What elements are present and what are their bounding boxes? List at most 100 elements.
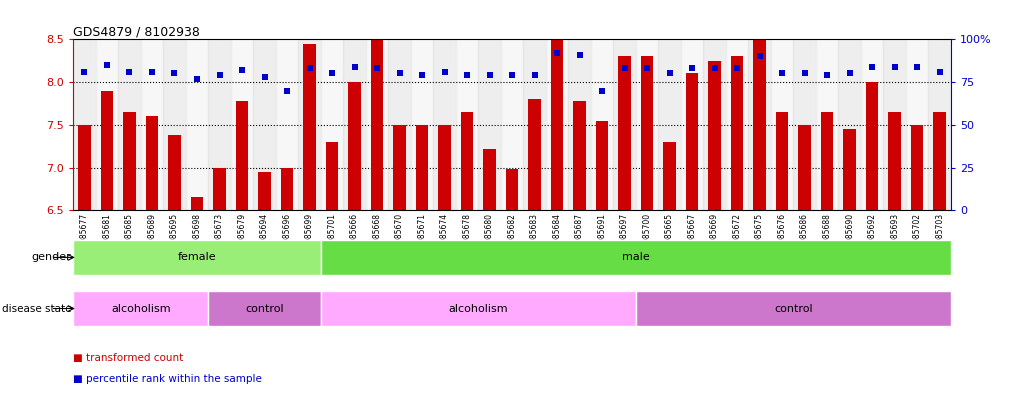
- Bar: [208, 291, 320, 326]
- Bar: [569, 39, 591, 210]
- Bar: [394, 125, 406, 210]
- Bar: [366, 39, 388, 210]
- Bar: [461, 112, 473, 210]
- Bar: [546, 39, 569, 210]
- Point: [684, 65, 701, 72]
- Point: [256, 74, 273, 80]
- Point: [76, 69, 93, 75]
- Point: [729, 65, 745, 72]
- Point: [594, 87, 610, 94]
- Bar: [145, 116, 159, 210]
- Bar: [123, 112, 135, 210]
- Text: control: control: [774, 303, 813, 314]
- Text: alcoholism: alcoholism: [448, 303, 508, 314]
- Bar: [934, 112, 946, 210]
- Bar: [140, 39, 164, 210]
- Bar: [101, 90, 113, 210]
- Point: [841, 70, 857, 77]
- Bar: [821, 112, 833, 210]
- Text: female: female: [178, 252, 217, 263]
- Bar: [298, 39, 320, 210]
- Text: control: control: [245, 303, 284, 314]
- Bar: [505, 169, 519, 210]
- Bar: [371, 39, 383, 210]
- Bar: [168, 135, 181, 210]
- Bar: [906, 39, 929, 210]
- Text: GDS4879 / 8102938: GDS4879 / 8102938: [73, 25, 200, 38]
- Bar: [816, 39, 838, 210]
- Bar: [500, 39, 524, 210]
- Point: [796, 70, 813, 77]
- Bar: [865, 82, 879, 210]
- Point: [481, 72, 497, 78]
- Bar: [636, 39, 658, 210]
- Point: [234, 67, 250, 73]
- Bar: [613, 39, 636, 210]
- Point: [752, 53, 768, 59]
- Bar: [663, 142, 675, 210]
- Point: [347, 64, 363, 70]
- Bar: [231, 39, 253, 210]
- Point: [909, 64, 925, 70]
- Bar: [685, 73, 699, 210]
- Bar: [838, 39, 860, 210]
- Bar: [641, 56, 653, 210]
- Point: [503, 72, 520, 78]
- Bar: [754, 39, 766, 210]
- Bar: [529, 99, 541, 210]
- Text: ■ percentile rank within the sample: ■ percentile rank within the sample: [73, 374, 262, 384]
- Point: [887, 64, 903, 70]
- Bar: [186, 39, 208, 210]
- Bar: [776, 112, 788, 210]
- Point: [167, 70, 183, 77]
- Bar: [456, 39, 478, 210]
- Point: [414, 72, 430, 78]
- Bar: [709, 61, 721, 210]
- Point: [549, 50, 565, 56]
- Text: ■ transformed count: ■ transformed count: [73, 353, 183, 363]
- Bar: [483, 149, 495, 210]
- Bar: [303, 44, 315, 210]
- Bar: [416, 125, 428, 210]
- Bar: [798, 125, 811, 210]
- Bar: [911, 125, 923, 210]
- Bar: [749, 39, 771, 210]
- Bar: [258, 172, 271, 210]
- Bar: [96, 39, 118, 210]
- Point: [707, 65, 723, 72]
- Bar: [73, 240, 320, 275]
- Bar: [884, 39, 906, 210]
- Point: [864, 64, 881, 70]
- Point: [774, 70, 790, 77]
- Bar: [843, 129, 856, 210]
- Point: [527, 72, 543, 78]
- Point: [99, 62, 115, 68]
- Bar: [253, 39, 276, 210]
- Bar: [325, 142, 339, 210]
- Bar: [574, 101, 586, 210]
- Point: [459, 72, 475, 78]
- Bar: [349, 82, 361, 210]
- Point: [436, 69, 453, 75]
- Bar: [771, 39, 793, 210]
- Bar: [191, 197, 203, 210]
- Point: [661, 70, 677, 77]
- Bar: [860, 39, 884, 210]
- Bar: [411, 39, 433, 210]
- Bar: [793, 39, 816, 210]
- Text: male: male: [622, 252, 650, 263]
- Bar: [596, 121, 608, 210]
- Bar: [680, 39, 704, 210]
- Bar: [344, 39, 366, 210]
- Bar: [929, 39, 951, 210]
- Bar: [731, 56, 743, 210]
- Bar: [636, 291, 951, 326]
- Text: gender: gender: [32, 252, 71, 263]
- Bar: [320, 39, 344, 210]
- Bar: [320, 291, 636, 326]
- Point: [932, 69, 948, 75]
- Point: [189, 75, 205, 82]
- Point: [121, 69, 137, 75]
- Text: disease state: disease state: [2, 303, 71, 314]
- Point: [301, 65, 317, 72]
